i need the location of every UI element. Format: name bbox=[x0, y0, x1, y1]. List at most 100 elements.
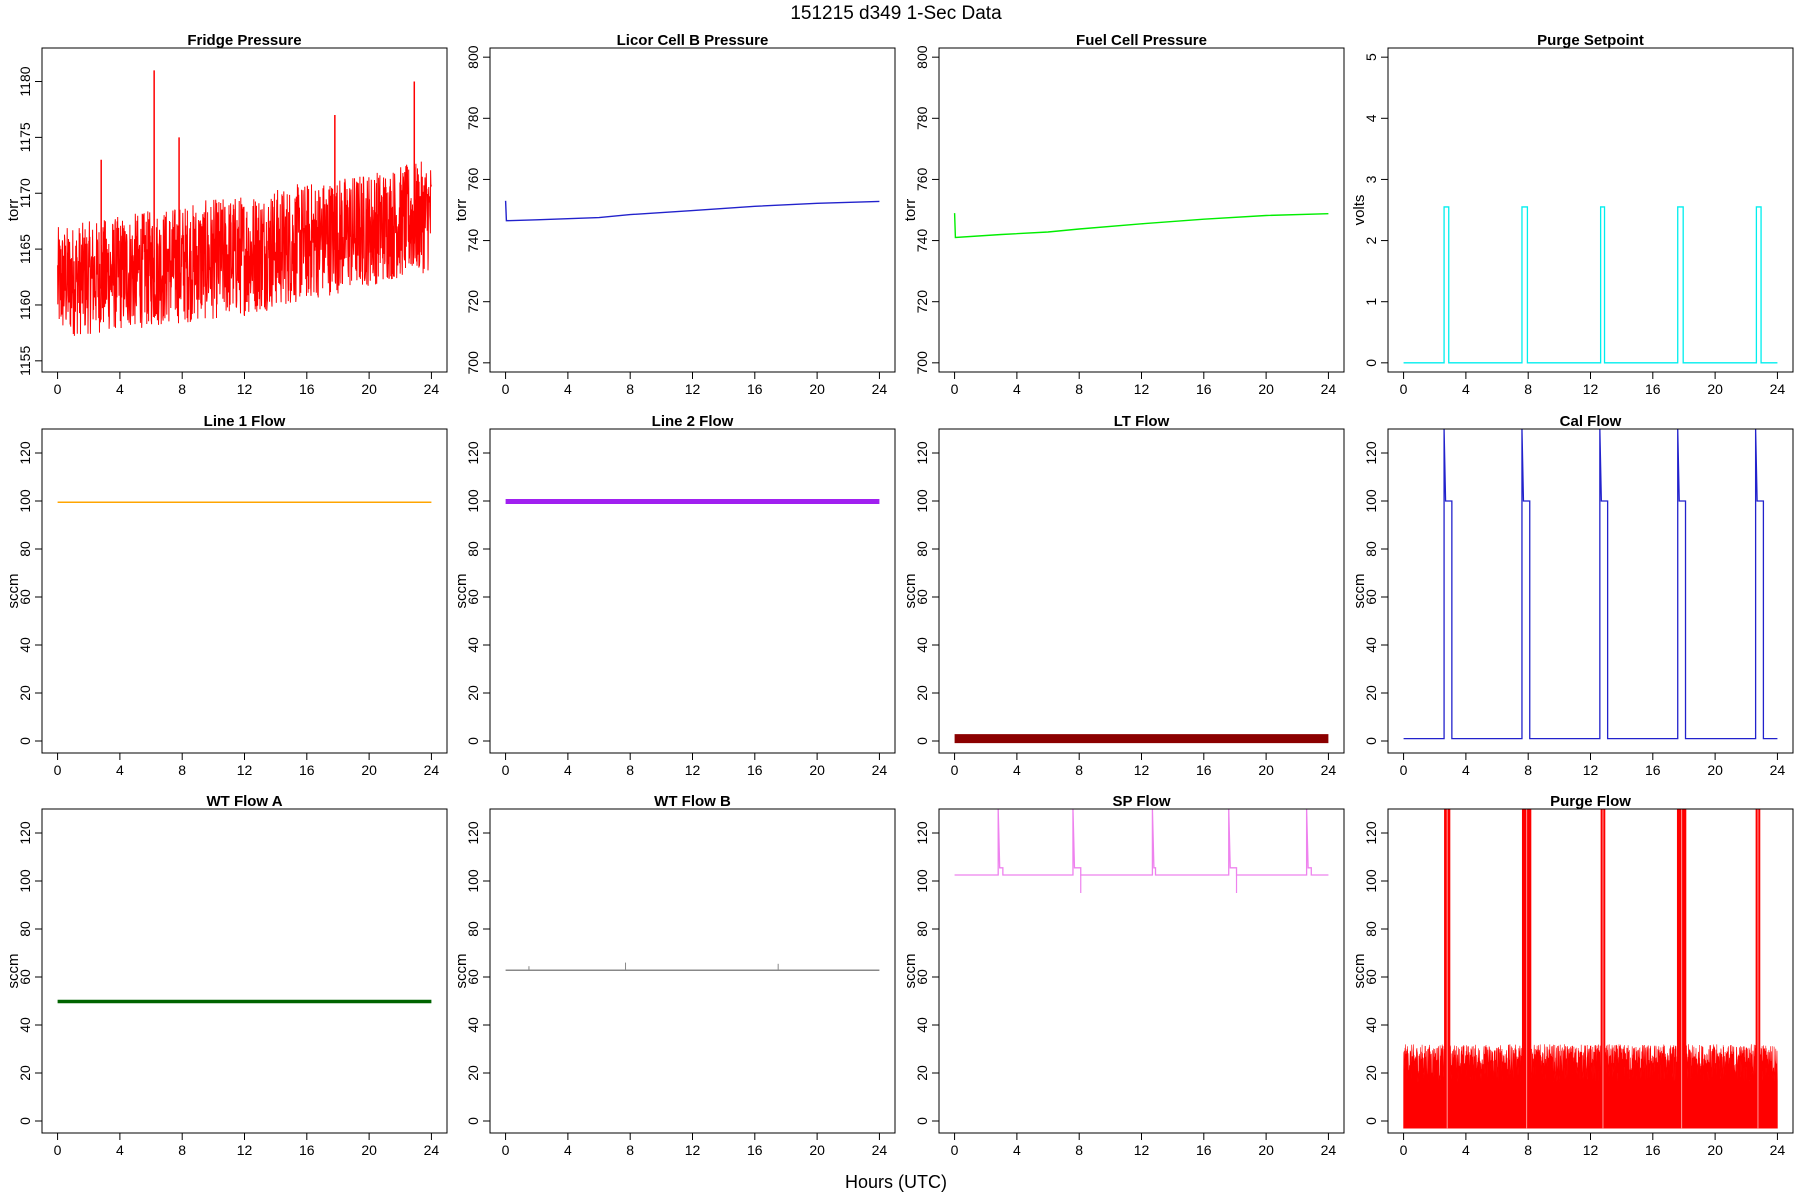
y-tick-label: 80 bbox=[914, 921, 930, 937]
x-tick-label: 12 bbox=[685, 762, 701, 778]
y-tick-label: 2 bbox=[1363, 236, 1379, 244]
y-tick-label: 780 bbox=[465, 106, 481, 130]
panel-line-2-flow: Line 2 Flow sccm 0 4 8 12 16 20 24 0 20 40 60 80 100 12… bbox=[453, 413, 896, 778]
panel-title: SP Flow bbox=[1112, 793, 1170, 810]
x-tick-label: 8 bbox=[626, 1142, 634, 1158]
y-axis-label: sccm bbox=[902, 574, 919, 609]
x-tick-label: 16 bbox=[1645, 1142, 1661, 1158]
x-tick-label: 0 bbox=[951, 762, 959, 778]
x-tick-label: 24 bbox=[424, 762, 440, 778]
y-tick-label: 3 bbox=[1363, 175, 1379, 183]
y-tick-label: 800 bbox=[914, 45, 930, 69]
plot-frame bbox=[938, 47, 1345, 373]
x-tick-label: 8 bbox=[1524, 762, 1532, 778]
y-tick-label: 1170 bbox=[17, 178, 33, 208]
x-tick-label: 16 bbox=[747, 762, 763, 778]
y-tick-label: 1155 bbox=[17, 346, 33, 376]
y-tick-label: 0 bbox=[1363, 737, 1379, 745]
x-tick-label: 12 bbox=[237, 1142, 253, 1158]
x-tick-label: 20 bbox=[809, 762, 825, 778]
x-tick-label: 20 bbox=[1258, 381, 1274, 397]
x-tick-label: 8 bbox=[1075, 762, 1083, 778]
x-tick-label: 16 bbox=[1196, 1142, 1212, 1158]
series-line bbox=[57, 161, 432, 336]
y-tick-label: 40 bbox=[914, 1017, 930, 1033]
y-tick-label: 120 bbox=[1363, 441, 1379, 465]
y-tick-label: 20 bbox=[465, 1065, 481, 1081]
y-tick-label: 120 bbox=[17, 441, 33, 465]
x-tick-label: 20 bbox=[361, 381, 377, 397]
plot-frame bbox=[938, 428, 1345, 754]
y-axis-label: sccm bbox=[1351, 574, 1368, 609]
y-tick-label: 40 bbox=[17, 1017, 33, 1033]
x-tick-label: 24 bbox=[1321, 381, 1337, 397]
y-tick-label: 20 bbox=[17, 685, 33, 701]
x-tick-label: 4 bbox=[1013, 381, 1021, 397]
x-tick-label: 4 bbox=[1013, 1142, 1021, 1158]
x-tick-label: 12 bbox=[685, 381, 701, 397]
y-tick-label: 120 bbox=[17, 821, 33, 845]
y-axis-label: torr bbox=[5, 199, 22, 222]
y-axis-label: sccm bbox=[902, 954, 919, 989]
y-tick-label: 60 bbox=[465, 589, 481, 605]
y-tick-label: 100 bbox=[17, 869, 33, 893]
panel-title: Fridge Pressure bbox=[187, 32, 301, 49]
x-tick-label: 8 bbox=[178, 381, 186, 397]
x-tick-label: 24 bbox=[872, 381, 888, 397]
y-tick-label: 780 bbox=[914, 106, 930, 130]
plot-area bbox=[1403, 429, 1778, 740]
y-axis-label: sccm bbox=[5, 954, 22, 989]
y-tick-label: 80 bbox=[17, 921, 33, 937]
y-tick-label: 700 bbox=[465, 351, 481, 375]
y-tick-label: 760 bbox=[914, 168, 930, 192]
plot-frame bbox=[41, 47, 448, 373]
y-tick-label: 100 bbox=[914, 489, 930, 513]
y-tick-label: 100 bbox=[1363, 869, 1379, 893]
x-tick-label: 8 bbox=[1075, 381, 1083, 397]
plot-area bbox=[1403, 809, 1778, 1129]
series-line bbox=[953, 213, 1329, 239]
y-tick-label: 4 bbox=[1363, 114, 1379, 122]
y-tick-label: 0 bbox=[914, 737, 930, 745]
x-tick-label: 0 bbox=[951, 381, 959, 397]
x-tick-label: 24 bbox=[1770, 762, 1786, 778]
y-tick-label: 100 bbox=[465, 869, 481, 893]
x-tick-label: 0 bbox=[951, 1142, 959, 1158]
y-tick-label: 120 bbox=[1363, 821, 1379, 845]
x-tick-label: 4 bbox=[116, 762, 124, 778]
y-tick-label: 1165 bbox=[17, 234, 33, 264]
panel-cal-flow: Cal Flow sccm 0 4 8 12 16 20 24 0 20 40 60 80 100 120 bbox=[1351, 413, 1794, 778]
x-tick-label: 24 bbox=[1321, 1142, 1337, 1158]
x-tick-label: 8 bbox=[178, 1142, 186, 1158]
panel-wt-flow-a: WT Flow A sccm 0 4 8 12 16 20 24 0 20 40 60 80 100 120 bbox=[5, 793, 448, 1158]
y-tick-label: 100 bbox=[1363, 489, 1379, 513]
y-tick-label: 120 bbox=[914, 821, 930, 845]
plot-frame bbox=[1387, 47, 1794, 373]
panel-title: WT Flow B bbox=[654, 793, 731, 810]
panel-title: Line 2 Flow bbox=[652, 413, 734, 430]
y-tick-label: 80 bbox=[1363, 921, 1379, 937]
y-tick-label: 80 bbox=[465, 921, 481, 937]
x-tick-label: 24 bbox=[1770, 381, 1786, 397]
y-tick-label: 120 bbox=[465, 821, 481, 845]
plot-area bbox=[505, 962, 880, 972]
y-tick-label: 60 bbox=[1363, 969, 1379, 985]
x-tick-label: 8 bbox=[178, 762, 186, 778]
y-tick-label: 740 bbox=[465, 229, 481, 253]
y-tick-label: 100 bbox=[914, 869, 930, 893]
x-tick-label: 4 bbox=[116, 1142, 124, 1158]
x-tick-label: 0 bbox=[502, 762, 510, 778]
x-tick-label: 4 bbox=[116, 381, 124, 397]
y-axis-label: sccm bbox=[5, 574, 22, 609]
x-tick-label: 12 bbox=[1583, 762, 1599, 778]
panel-title: Line 1 Flow bbox=[204, 413, 286, 430]
series-line bbox=[1403, 429, 1778, 740]
series-line bbox=[954, 809, 1329, 876]
y-tick-label: 20 bbox=[914, 1065, 930, 1081]
x-tick-label: 0 bbox=[54, 762, 62, 778]
y-tick-label: 40 bbox=[17, 637, 33, 653]
y-tick-label: 80 bbox=[1363, 541, 1379, 557]
panel-title: Licor Cell B Pressure bbox=[617, 32, 769, 49]
y-tick-label: 20 bbox=[465, 685, 481, 701]
